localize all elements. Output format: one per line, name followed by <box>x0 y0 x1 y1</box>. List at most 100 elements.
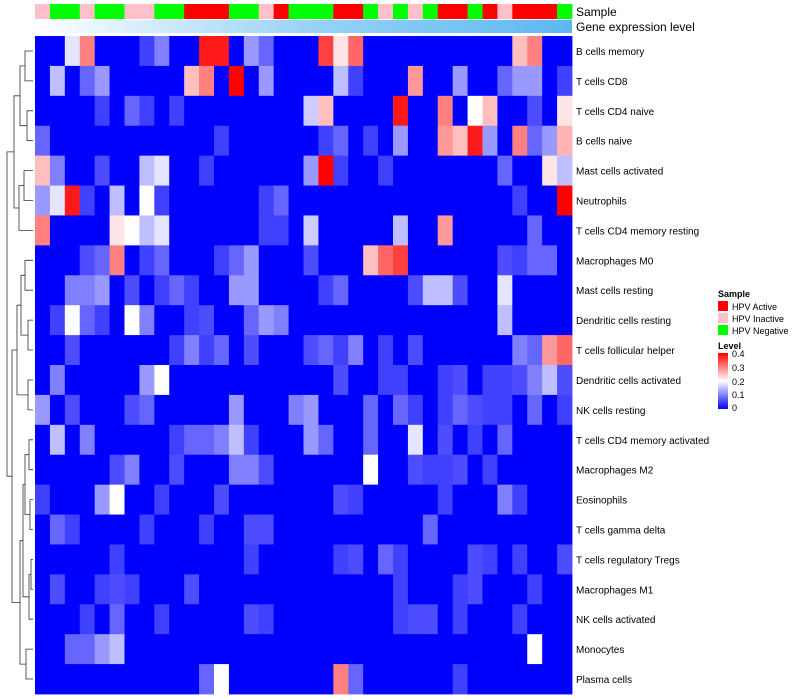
heatmap-cell-macrophages-m2-col-34 <box>527 454 543 486</box>
heatmap-cell-nk-cells-activated-col-12 <box>199 604 215 635</box>
heatmap-cell-macrophages-m2-col-28 <box>437 454 454 486</box>
heatmap-cell-nk-cells-resting-col-27 <box>422 394 439 426</box>
heatmap-cell-t-cells-gamma-delta-col-15 <box>243 514 260 545</box>
sample-annotation-negative-col-10 <box>169 4 185 19</box>
heatmap-cell-macrophages-m1-col-2 <box>49 574 66 605</box>
heatmap-cell-b-cells-memory-col-35 <box>542 36 558 67</box>
heatmap-cell-t-cells-follicular-helper-col-6 <box>109 335 125 366</box>
heatmap-cell-t-cells-regulatory-tregs-col-28 <box>437 544 454 575</box>
row-label-t-cells-gamma-delta: T cells gamma delta <box>576 526 666 537</box>
heatmap-cell-eosinophils-col-13 <box>214 484 230 515</box>
heatmap-cell-neutrophils-col-3 <box>64 185 81 216</box>
heatmap-cell-neutrophils-col-22 <box>348 185 364 216</box>
heatmap-cell-b-cells-memory-col-32 <box>497 36 513 67</box>
heatmap-cell-t-cells-cd4-naive-col-30 <box>467 95 483 127</box>
heatmap-cell-t-cells-cd8-col-36 <box>557 65 573 97</box>
heatmap-cell-t-cells-follicular-helper-col-22 <box>348 335 364 366</box>
heatmap-cell-t-cells-cd8-col-8 <box>139 65 155 97</box>
heatmap-cell-macrophages-m1-col-6 <box>109 574 125 605</box>
heatmap-cell-t-cells-cd8-col-3 <box>64 65 81 97</box>
heatmap-cell-mast-cells-activated-col-26 <box>407 155 424 186</box>
heatmap-cell-t-cells-cd8-col-25 <box>393 65 409 97</box>
heatmap-cell-t-cells-cd4-memory-resting-col-16 <box>258 215 275 246</box>
heatmap-cell-mast-cells-resting-col-6 <box>109 275 125 306</box>
heatmap-cell-macrophages-m2-col-12 <box>199 454 215 486</box>
sample-annotation-inactive-col-16 <box>258 4 275 19</box>
heatmap-cell-mast-cells-activated-col-19 <box>303 155 319 186</box>
heatmap-cell-b-cells-naive-col-9 <box>154 125 170 157</box>
heatmap-cell-b-cells-naive-col-21 <box>333 125 349 157</box>
heatmap-cell-macrophages-m2-col-5 <box>94 454 110 486</box>
heatmap-cell-macrophages-m0-col-30 <box>467 245 483 276</box>
row-label-nk-cells-resting: NK cells resting <box>576 406 645 417</box>
heatmap-cell-monocytes-col-11 <box>184 634 200 665</box>
heatmap-cell-b-cells-memory-col-29 <box>452 36 468 67</box>
heatmap-cell-nk-cells-activated-col-29 <box>452 604 468 635</box>
heatmap-cell-dendritic-cells-activated-col-33 <box>512 365 528 396</box>
heatmap-cell-dendritic-cells-resting-col-5 <box>94 305 110 336</box>
heatmap-cell-macrophages-m1-col-5 <box>94 574 110 605</box>
heatmap-cell-mast-cells-activated-col-32 <box>497 155 513 186</box>
heatmap-cell-nk-cells-resting-col-30 <box>467 394 483 426</box>
heatmap-cell-plasma-cells-col-22 <box>348 664 364 695</box>
column-annotation <box>35 4 573 33</box>
heatmap-cell-macrophages-m0-col-10 <box>169 245 185 276</box>
gene-expression-annotation-bar <box>35 20 572 33</box>
heatmap-cell-macrophages-m1-col-8 <box>139 574 155 605</box>
heatmap-cell-mast-cells-activated-col-7 <box>124 155 140 186</box>
heatmap-cell-mast-cells-activated-col-1 <box>35 155 51 186</box>
heatmap-cell-eosinophils-col-16 <box>258 484 275 515</box>
heatmap-cell-dendritic-cells-resting-col-29 <box>452 305 468 336</box>
heatmap-cell-mast-cells-activated-col-4 <box>79 155 96 186</box>
heatmap-cell-mast-cells-resting-col-27 <box>422 275 439 306</box>
heatmap-cell-nk-cells-activated-col-11 <box>184 604 200 635</box>
heatmap-cell-mast-cells-resting-col-15 <box>243 275 260 306</box>
heatmap-cell-t-cells-cd8-col-13 <box>214 65 230 97</box>
heatmap-cell-b-cells-naive-col-29 <box>452 125 468 157</box>
heatmap-cell-t-cells-cd4-memory-activated-col-21 <box>333 424 349 456</box>
heatmap-cell-dendritic-cells-resting-col-18 <box>288 305 304 336</box>
heatmap-cell-dendritic-cells-resting-col-15 <box>243 305 260 336</box>
heatmap-cell-t-cells-cd4-memory-resting-col-2 <box>49 215 66 246</box>
heatmap-cell-t-cells-follicular-helper-col-29 <box>452 335 468 366</box>
heatmap-cell-monocytes-col-24 <box>378 634 394 665</box>
legend-item-hpv-active: HPV Active <box>718 301 777 312</box>
heatmap-cell-t-cells-cd4-memory-activated-col-25 <box>393 424 409 456</box>
dendrogram-branch-21 <box>6 151 14 477</box>
heatmap-cell-dendritic-cells-activated-col-3 <box>64 365 81 396</box>
heatmap-cell-nk-cells-resting-col-17 <box>273 394 289 426</box>
heatmap-cell-t-cells-regulatory-tregs-col-19 <box>303 544 319 575</box>
legend-label-hpv-inactive: HPV Inactive <box>732 314 784 324</box>
heatmap-cell-t-cells-cd4-memory-activated-col-20 <box>318 424 334 456</box>
heatmap-cell-b-cells-naive-col-4 <box>79 125 96 157</box>
heatmap-cell-b-cells-memory-col-33 <box>512 36 528 67</box>
heatmap-cell-mast-cells-activated-col-28 <box>437 155 454 186</box>
heatmap-cell-macrophages-m0-col-9 <box>154 245 170 276</box>
dendrogram-branch-20 <box>11 349 20 603</box>
heatmap-cell-dendritic-cells-resting-col-33 <box>512 305 528 336</box>
heatmap-cell-t-cells-regulatory-tregs-col-16 <box>258 544 275 575</box>
heatmap-cell-t-cells-regulatory-tregs-col-24 <box>378 544 394 575</box>
heatmap-cell-mast-cells-activated-col-8 <box>139 155 155 186</box>
annotation-label-sample: Sample <box>576 5 617 19</box>
heatmap-cell-b-cells-memory-col-20 <box>318 36 334 67</box>
heatmap-cell-mast-cells-activated-col-18 <box>288 155 304 186</box>
heatmap-cell-eosinophils-col-27 <box>422 484 439 515</box>
heatmap-cell-t-cells-cd8-col-2 <box>49 65 66 97</box>
heatmap-cell-macrophages-m2-col-22 <box>348 454 364 486</box>
row-label-t-cells-regulatory-tregs: T cells regulatory Tregs <box>576 555 680 566</box>
heatmap-cell-neutrophils-col-5 <box>94 185 110 216</box>
heatmap-cell-b-cells-naive-col-16 <box>258 125 275 157</box>
heatmap-cell-nk-cells-resting-col-26 <box>407 394 424 426</box>
heatmap-cell-t-cells-gamma-delta-col-11 <box>184 514 200 545</box>
dendrogram-branch-1 <box>24 50 33 82</box>
heatmap-cell-dendritic-cells-resting-col-27 <box>422 305 439 336</box>
heatmap-cell-dendritic-cells-resting-col-35 <box>542 305 558 336</box>
heatmap-cell-nk-cells-resting-col-32 <box>497 394 513 426</box>
heatmap-cell-t-cells-regulatory-tregs-col-18 <box>288 544 304 575</box>
heatmap-cell-eosinophils-col-35 <box>542 484 558 515</box>
heatmap-cell-b-cells-memory-col-6 <box>109 36 125 67</box>
legend-item-hpv-negative: HPV Negative <box>718 325 789 336</box>
heatmap-cell-macrophages-m0-col-26 <box>407 245 424 276</box>
heatmap-cell-nk-cells-resting-col-8 <box>139 394 155 426</box>
